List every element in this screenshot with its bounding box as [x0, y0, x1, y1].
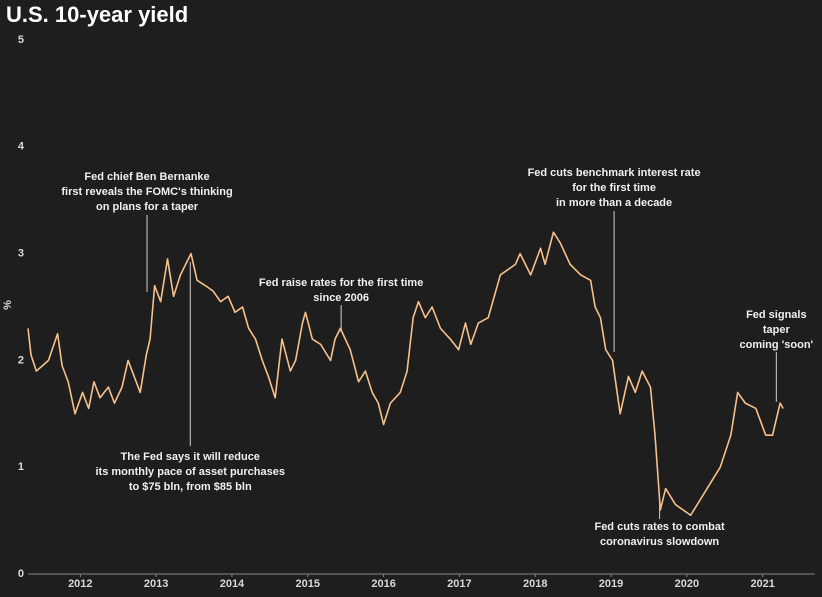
annotation-text: coronavirus slowdown: [600, 536, 719, 548]
annotation-text: on plans for a taper: [96, 201, 199, 213]
annotation-text: Fed signals: [746, 309, 807, 321]
annotation-text: its monthly pace of asset purchases: [95, 466, 285, 478]
y-tick-label: 5: [18, 34, 24, 46]
annotation-text: in more than a decade: [556, 197, 672, 209]
annotation-text: coming 'soon': [739, 339, 813, 351]
y-tick-label: 0: [18, 568, 24, 580]
annotation-text: Fed cuts benchmark interest rate: [528, 167, 701, 179]
y-tick-label: 2: [18, 354, 24, 366]
annotation-text: since 2006: [313, 292, 369, 304]
x-tick-label: 2012: [68, 578, 92, 590]
annotation-text: first reveals the FOMC's thinking: [61, 186, 232, 198]
y-axis-label: %: [2, 300, 14, 310]
x-tick-label: 2013: [144, 578, 168, 590]
x-tick-label: 2014: [220, 578, 245, 590]
y-tick-label: 4: [18, 141, 25, 153]
annotation-text: The Fed says it will reduce: [121, 451, 260, 463]
annotation-text: Fed raise rates for the first time: [259, 277, 423, 289]
x-tick-label: 2020: [675, 578, 699, 590]
annotation-text: taper: [763, 324, 791, 336]
annotation-text: for the first time: [572, 182, 656, 194]
x-tick-label: 2015: [296, 578, 320, 590]
series-line: [27, 231, 784, 517]
chart-title: U.S. 10-year yield: [6, 2, 188, 27]
y-tick-label: 3: [18, 248, 24, 260]
x-tick-label: 2021: [750, 578, 774, 590]
x-tick-label: 2018: [523, 578, 547, 590]
x-tick-label: 2017: [447, 578, 471, 590]
annotation-text: Fed cuts rates to combat: [594, 521, 725, 533]
annotation-text: to $75 bln, from $85 bln: [129, 481, 252, 493]
x-tick-label: 2019: [599, 578, 623, 590]
y-tick-label: 1: [18, 461, 24, 473]
annotation-text: Fed chief Ben Bernanke: [84, 171, 209, 183]
x-tick-label: 2016: [371, 578, 395, 590]
